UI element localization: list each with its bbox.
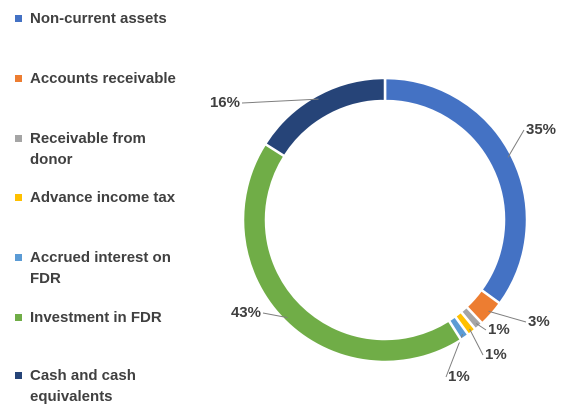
legend-label: Receivable from donor [30,130,146,168]
legend-swatch [15,135,22,142]
legend-swatch [15,254,22,261]
data-label: 1% [448,368,470,385]
legend-item: Non-current assets [10,8,185,29]
legend-item: Accrued interest on FDR [10,247,185,289]
legend-label: Accrued interest on FDR [30,249,171,287]
data-label: 35% [526,121,556,138]
data-label: 1% [485,346,507,363]
legend-label: Accounts receivable [30,70,176,87]
leader-line [262,312,288,319]
data-label: 43% [231,304,261,321]
legend-label: Cash and cash equivalents [30,367,136,405]
legend-label: Investment in FDR [30,309,162,326]
legend-swatch [15,314,22,321]
leader-line [241,98,319,104]
legend-swatch [15,372,22,379]
legend-label: Non-current assets [30,10,167,27]
donut-slice [241,142,463,364]
legend-swatch [15,75,22,82]
legend-item: Receivable from donor [10,128,185,170]
legend-swatch [15,15,22,22]
legend-swatch [15,194,22,201]
legend-item: Investment in FDR [10,307,185,328]
data-label: 3% [528,313,550,330]
donut-slice [383,76,529,306]
leader-line [469,328,484,356]
leader-line [475,323,487,331]
legend-item: Cash and cash equivalents [10,365,185,407]
legend-item: Advance income tax [10,187,185,208]
data-label: 16% [210,94,240,111]
legend-item: Accounts receivable [10,68,185,89]
donut-slice [263,76,387,158]
data-label: 1% [488,321,510,338]
leader-line [488,310,527,323]
leader-line [507,129,525,158]
legend-label: Advance income tax [30,189,176,206]
